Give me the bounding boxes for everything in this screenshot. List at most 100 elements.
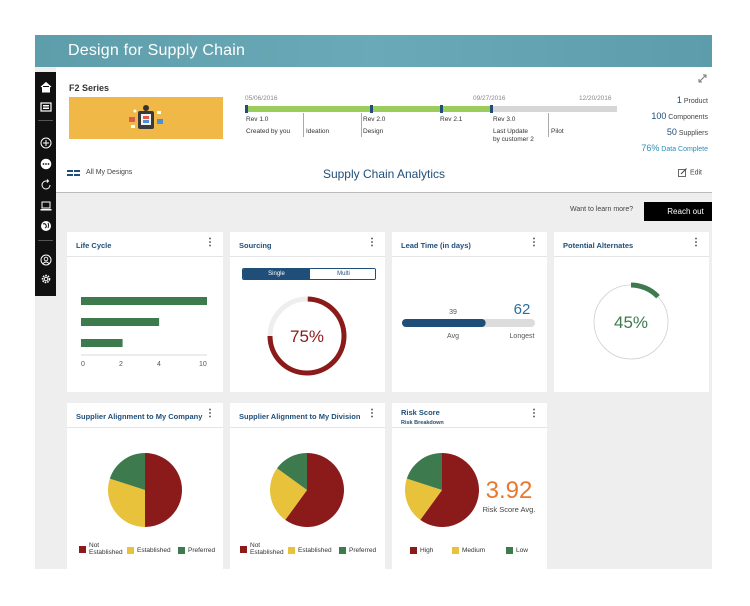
lead-time-avg-bar — [402, 319, 486, 327]
alignment-company-pie — [108, 453, 182, 527]
longest-label: Longest — [510, 333, 535, 340]
milestone-label: Ideation — [306, 128, 330, 135]
more-icon[interactable] — [40, 158, 52, 170]
avg-label: Avg — [447, 333, 459, 340]
risk-score-value: 3.92 — [486, 477, 533, 504]
sidebar — [35, 72, 56, 296]
settings-icon[interactable] — [40, 273, 52, 285]
life-cycle-bar — [81, 318, 160, 326]
alternates-percentage: 45% — [614, 313, 648, 332]
alternates-ring-chart: 45% — [593, 282, 669, 360]
edit-icon — [678, 168, 687, 177]
learn-more-prompt: Want to learn more? — [570, 206, 634, 213]
timeline-marker[interactable] — [440, 105, 443, 113]
edit-button[interactable]: Edit — [678, 168, 702, 177]
product-stats: 1 Product 100 Components 50 Suppliers 76… — [641, 93, 708, 157]
dashboard-icon[interactable] — [40, 101, 52, 113]
toggle-single[interactable]: Single — [243, 269, 310, 279]
toggle-multi[interactable]: Multi — [310, 269, 375, 279]
pie-slice — [277, 453, 307, 490]
dashboard-content: Want to learn more? Reach out Life Cycle… — [56, 193, 712, 569]
more-options-icon[interactable]: ⋮ — [529, 408, 539, 419]
stat-suppliers: 50 Suppliers — [666, 127, 708, 137]
sidebar-divider — [38, 120, 53, 121]
life-cycle-bar — [81, 339, 123, 347]
more-options-icon[interactable]: ⋮ — [367, 237, 377, 248]
card-life-cycle: Life Cycle ⋮ 0 2 4 10 — [67, 232, 223, 392]
ring-value-arc — [267, 296, 347, 376]
timeline-marker[interactable] — [370, 105, 373, 113]
more-options-icon[interactable]: ⋮ — [529, 237, 539, 248]
laptop-icon[interactable] — [40, 200, 52, 212]
card-sourcing: Sourcing ⋮ Single Multi 75% — [230, 232, 385, 392]
user-icon[interactable] — [40, 254, 52, 266]
more-options-icon[interactable]: ⋮ — [205, 237, 215, 248]
card-title: Lead Time (in days) — [401, 241, 471, 250]
series-name: F2 Series — [69, 83, 110, 93]
timeline-marker[interactable] — [490, 105, 493, 113]
x-tick-label: 4 — [157, 361, 161, 368]
all-designs-link[interactable]: All My Designs — [86, 169, 133, 176]
sourcing-ring-chart: 75% — [267, 296, 347, 376]
more-options-icon[interactable]: ⋮ — [367, 408, 377, 419]
x-tick-label: 0 — [81, 361, 85, 368]
refresh-icon[interactable] — [40, 179, 52, 191]
product-summary: F2 Series 05/06/2016 09/27/2016 12/20/20… — [56, 67, 712, 155]
legend-item: Established — [127, 547, 171, 554]
home-icon[interactable] — [40, 81, 52, 93]
timeline-end-date: 12/20/2016 — [579, 95, 612, 102]
card-title: Potential Alternates — [563, 241, 634, 250]
app-title: Design for Supply Chain — [68, 42, 246, 59]
grid-icon[interactable] — [67, 170, 80, 176]
card-risk-score: Risk Score Risk Breakdown ⋮ 3.92 Risk Score… — [392, 403, 547, 569]
sourcing-toggle: Single Multi — [242, 268, 376, 280]
card-title: Sourcing — [239, 241, 272, 250]
page-title: Supply Chain Analytics — [322, 167, 446, 181]
legend-item: High — [410, 547, 433, 554]
stat-data-complete[interactable]: 76% Data Complete — [641, 143, 708, 153]
milestone-label: Pilot — [551, 128, 564, 135]
reach-out-button[interactable]: Reach out — [644, 202, 712, 221]
globe-icon[interactable] — [40, 220, 52, 232]
more-options-icon[interactable]: ⋮ — [691, 237, 701, 248]
legend-item: Medium — [452, 547, 485, 554]
risk-score-label: Risk Score Avg. — [483, 505, 536, 514]
timeline-marker[interactable] — [245, 105, 248, 113]
timeline-progress — [245, 106, 493, 112]
add-icon[interactable] — [40, 137, 52, 149]
pie-slice — [109, 453, 145, 490]
sourcing-percentage: 75% — [290, 327, 324, 346]
pie-slice — [108, 478, 145, 527]
legend-item: Low — [506, 547, 528, 554]
x-tick-label: 2 — [119, 361, 123, 368]
legend-item: Not Established — [79, 542, 123, 556]
stat-products: 1 Product — [676, 95, 708, 105]
longest-value: 62 — [514, 301, 531, 318]
life-cycle-chart: 0 2 4 10 — [81, 297, 207, 368]
milestone-label: Rev 1.0 Created by you — [246, 116, 291, 135]
timeline-start-date: 05/06/2016 — [245, 95, 278, 102]
pie-slice — [285, 453, 344, 527]
sidebar-divider — [38, 240, 53, 241]
legend-item: Not Established — [240, 542, 284, 556]
timeline-tick — [361, 113, 362, 137]
pie-slice — [405, 478, 442, 520]
timeline-remaining — [493, 106, 617, 112]
timeline-tick — [548, 113, 549, 137]
legend-item: Established — [288, 547, 332, 554]
expand-icon[interactable] — [698, 74, 707, 86]
pie-slice — [406, 453, 442, 490]
card-title: Risk Score — [401, 408, 440, 417]
more-options-icon[interactable]: ⋮ — [205, 408, 215, 419]
stat-components: 100 Components — [651, 111, 708, 121]
avg-value: 39 — [449, 309, 457, 316]
timeline-update-date: 09/27/2016 — [473, 95, 506, 102]
legend-item: Preferred — [339, 547, 376, 554]
card-alignment-division: Supplier Alignment to My Division ⋮ Not E… — [230, 403, 385, 569]
card-alignment-company: Supplier Alignment to My Company ⋮ Not Es… — [67, 403, 223, 569]
timeline-tick — [303, 113, 304, 137]
ring-value-arc — [630, 282, 660, 299]
pie-slice — [420, 453, 479, 527]
pie-slice — [270, 468, 307, 520]
x-tick-label: 10 — [199, 361, 207, 368]
